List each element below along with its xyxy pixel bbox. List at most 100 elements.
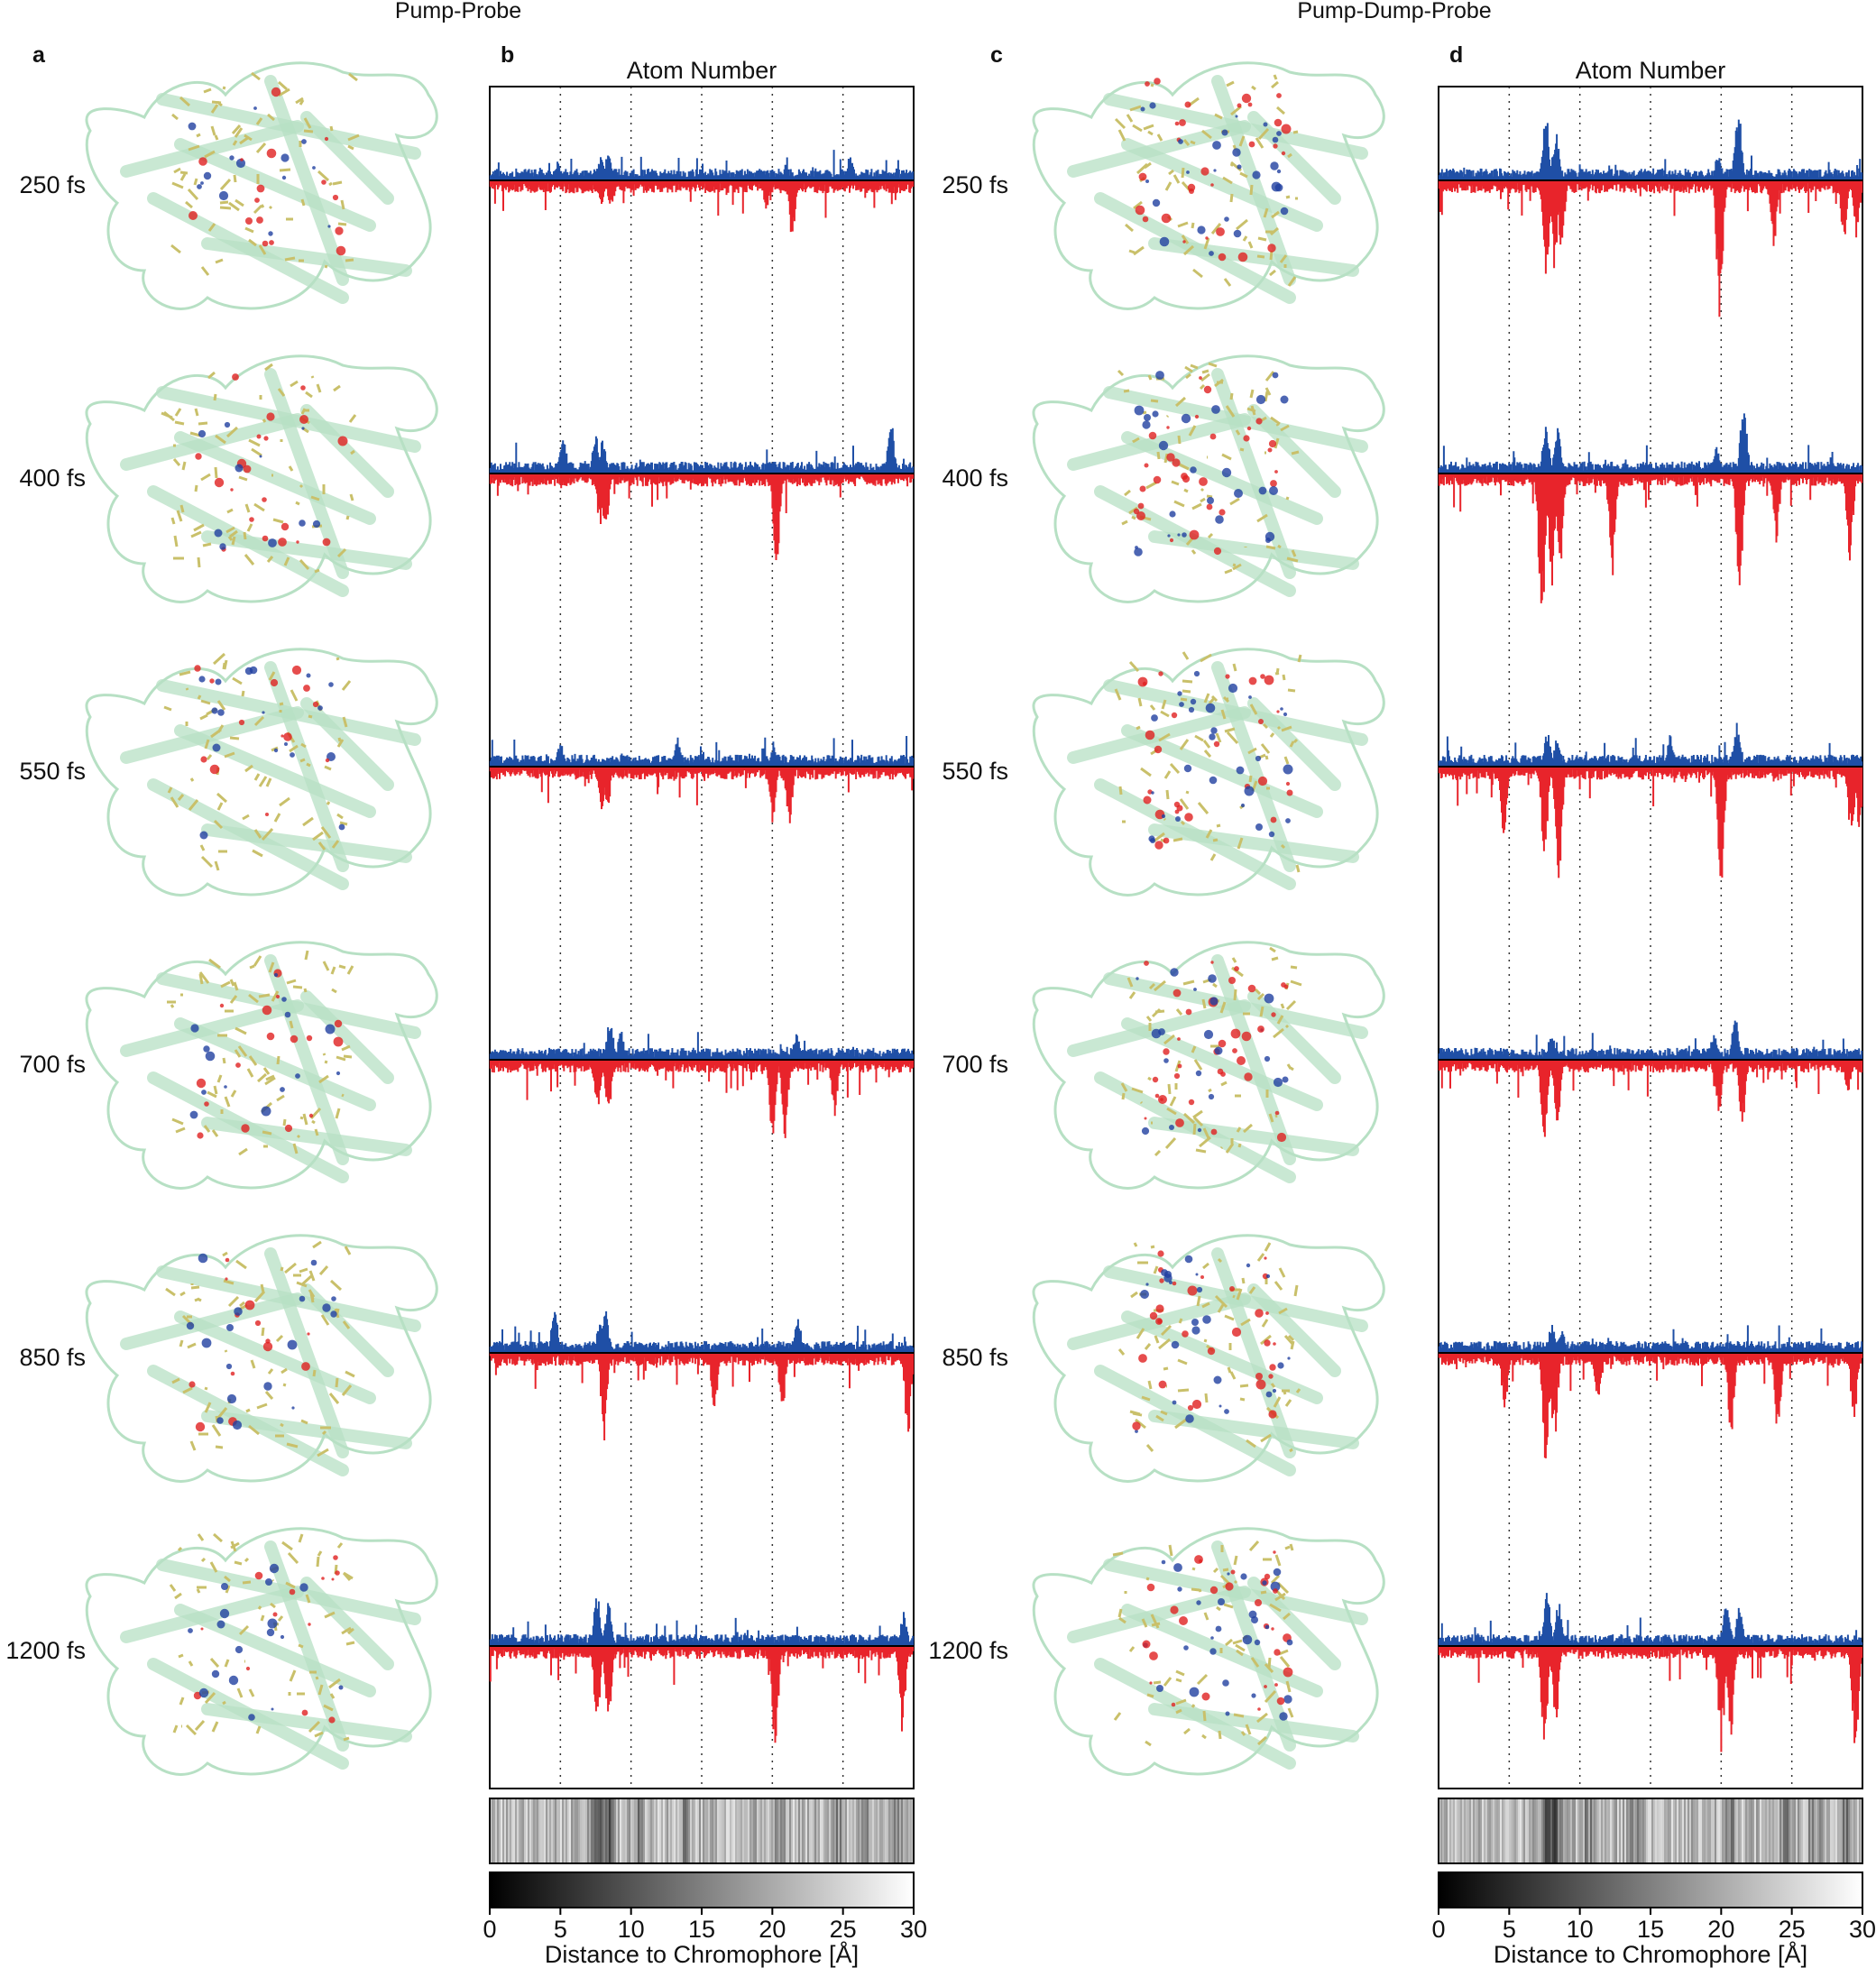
strip-band	[787, 1798, 790, 1863]
strip-band	[1729, 1798, 1732, 1863]
density-blob	[1280, 207, 1289, 216]
structure-images	[85, 61, 1385, 1776]
density-blob	[1184, 813, 1193, 822]
density-blob	[1205, 236, 1209, 240]
density-blob	[321, 179, 326, 185]
density-blob	[1232, 1048, 1237, 1053]
density-blob	[1267, 447, 1273, 453]
density-blob	[1280, 395, 1289, 404]
density-blob	[1134, 547, 1143, 556]
strip-band	[1592, 1798, 1595, 1863]
density-blob	[1221, 467, 1232, 478]
strip-band	[791, 1798, 794, 1863]
density-blob	[265, 1578, 272, 1586]
strip-band	[652, 1798, 655, 1863]
time-labels-left: 250 fs 400 fs 550 fs 700 fs 850 fs 1200 …	[5, 171, 86, 1664]
ribbon-loop	[1032, 1527, 1385, 1776]
strip-band	[1779, 1798, 1782, 1863]
density-blob	[1258, 486, 1267, 495]
beta-strand	[1067, 706, 1251, 764]
density-blob	[1215, 1625, 1222, 1632]
strip-band	[1630, 1798, 1632, 1863]
panel-label-d: d	[1449, 42, 1463, 68]
density-blob	[1262, 1580, 1267, 1586]
density-blob	[267, 1618, 278, 1629]
strip-band	[648, 1798, 651, 1863]
strip-band	[746, 1798, 749, 1863]
density-blob	[269, 1563, 280, 1574]
density-blob	[280, 153, 290, 162]
strip-band	[668, 1798, 671, 1863]
protein-structure-icon	[1032, 1234, 1385, 1483]
strip-band	[1814, 1798, 1816, 1863]
strip-band	[490, 1798, 492, 1863]
density-blob	[336, 1071, 341, 1076]
density-blob	[1163, 837, 1170, 844]
density-blob	[1155, 371, 1164, 380]
density-blob	[278, 538, 287, 547]
density-blob	[1264, 1573, 1271, 1580]
strip-band	[1718, 1798, 1721, 1863]
negative-bars-250fs	[1438, 180, 1863, 317]
density-blob	[1148, 431, 1157, 440]
density-blob	[1178, 139, 1183, 144]
density-blob	[301, 1362, 310, 1371]
strip-band	[1603, 1798, 1605, 1863]
strip-band	[899, 1798, 902, 1863]
strip-band	[861, 1798, 864, 1863]
strip-band	[584, 1798, 586, 1863]
residue-sticks	[1120, 946, 1302, 1157]
protein-structure-icon	[1032, 648, 1385, 897]
strip-band	[1747, 1798, 1750, 1863]
density-blob	[1273, 1077, 1283, 1088]
strip-band	[805, 1798, 808, 1863]
density-blob	[1172, 989, 1182, 998]
strip-band	[1641, 1798, 1643, 1863]
strip-band	[1796, 1798, 1798, 1863]
density-blob	[338, 823, 345, 831]
strip-band	[1803, 1798, 1806, 1863]
density-blob	[328, 682, 334, 687]
density-blob	[1263, 122, 1268, 127]
strip-band	[1684, 1798, 1687, 1863]
density-blob	[198, 1253, 208, 1264]
density-blob	[254, 1320, 262, 1327]
density-blob	[1198, 1559, 1203, 1564]
density-blob	[1217, 1068, 1224, 1075]
strip-band	[1601, 1798, 1604, 1863]
strip-band	[1812, 1798, 1815, 1863]
strip-band	[1448, 1798, 1450, 1863]
strip-band	[841, 1798, 844, 1863]
strip-band	[1731, 1798, 1733, 1863]
strip-band	[721, 1798, 723, 1863]
strip-band	[1808, 1798, 1811, 1863]
density-blob	[211, 1669, 220, 1678]
density-blob	[1255, 1379, 1266, 1390]
ribbon-loop	[1032, 354, 1385, 603]
density-blob	[1265, 1391, 1273, 1398]
strip-band	[778, 1798, 781, 1863]
strip-band	[735, 1798, 738, 1863]
beta-strand	[120, 413, 304, 471]
density-blob	[1182, 474, 1191, 483]
strip-band	[1713, 1798, 1715, 1863]
strip-band	[1799, 1798, 1802, 1863]
density-blob	[256, 184, 265, 193]
density-blob	[1273, 143, 1278, 149]
strip-band	[1543, 1798, 1546, 1863]
strip-band	[1810, 1798, 1813, 1863]
strip-band	[1765, 1798, 1768, 1863]
ribbon-loop	[1032, 61, 1385, 310]
distance-strip	[490, 1798, 915, 1863]
strip-band	[1439, 1798, 1441, 1863]
density-blob	[1163, 1058, 1169, 1063]
strip-band	[1478, 1798, 1481, 1863]
density-blob	[1281, 124, 1292, 134]
strip-band	[710, 1798, 713, 1863]
density-blob	[195, 1421, 206, 1432]
strip-band	[1457, 1798, 1459, 1863]
density-blob	[1269, 486, 1278, 495]
beta-strand	[264, 954, 349, 1165]
density-blob	[1189, 529, 1200, 540]
strip-band	[1556, 1798, 1559, 1863]
